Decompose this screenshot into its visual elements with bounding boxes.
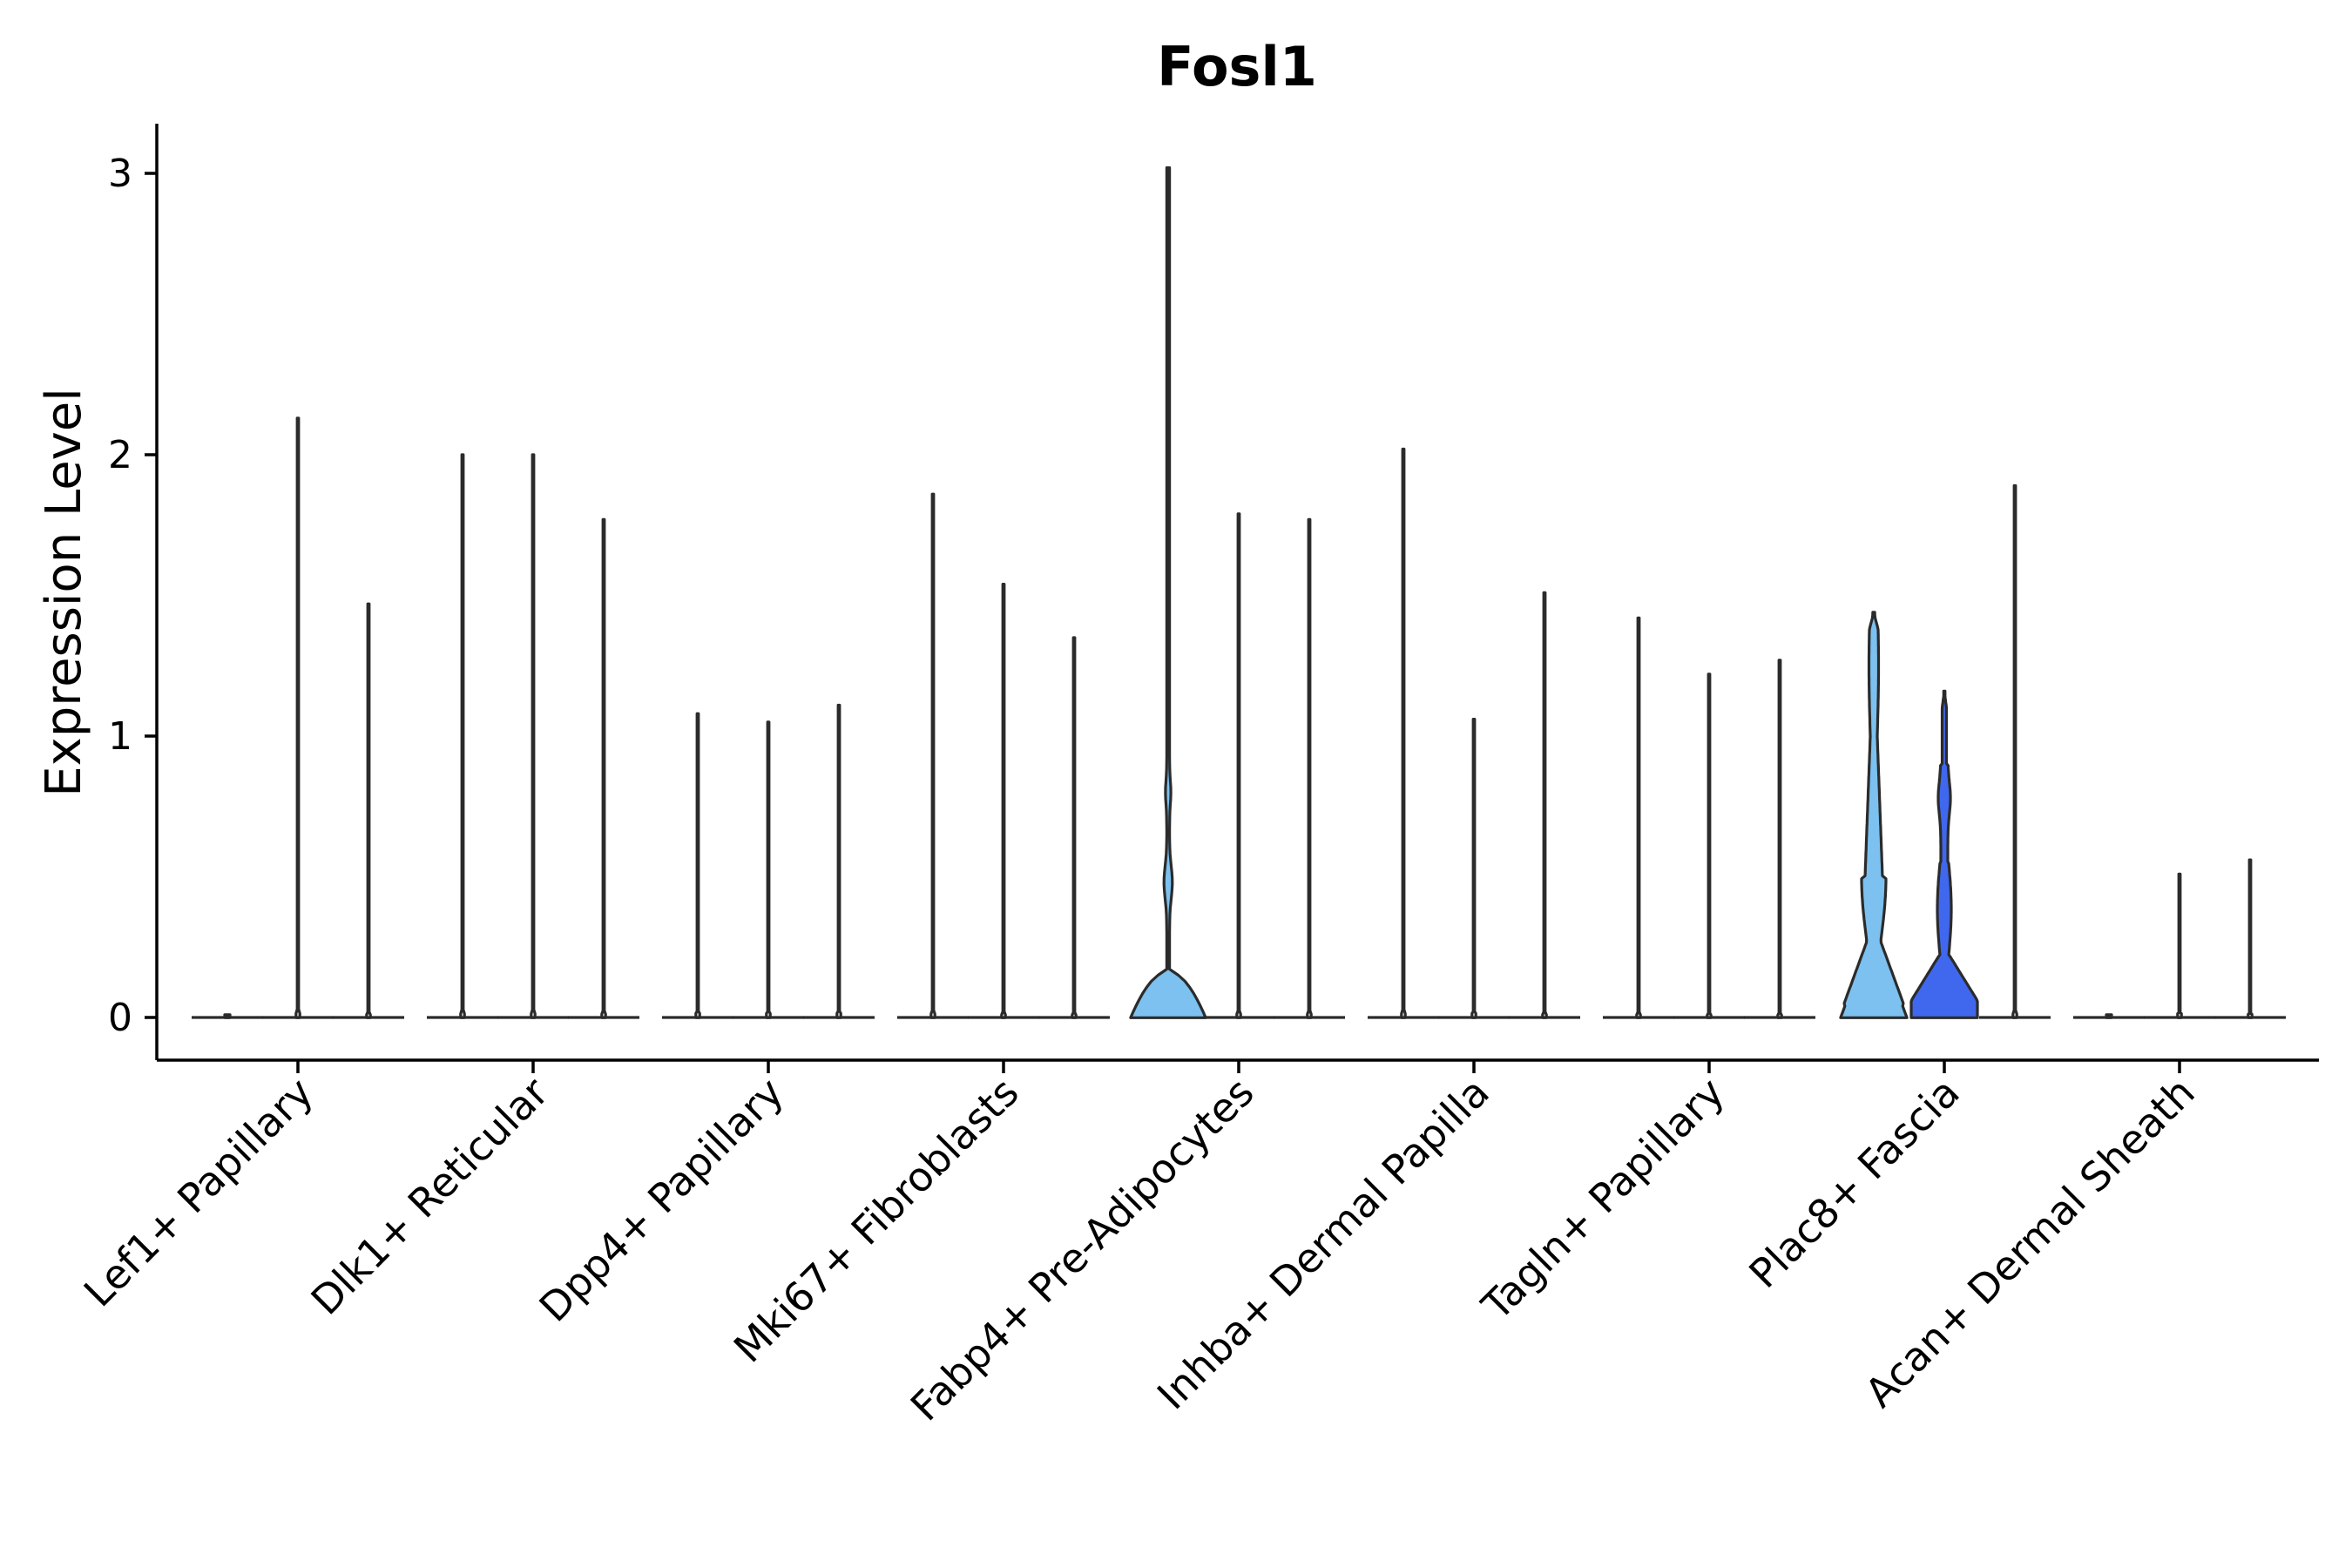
violins-layer bbox=[192, 166, 2286, 1019]
violin-0-2 bbox=[333, 602, 404, 1019]
violin-1-4 bbox=[497, 453, 569, 1019]
y-axis-label: Expression Level bbox=[36, 388, 92, 797]
violin-2-7 bbox=[733, 720, 804, 1019]
violin-5-16 bbox=[1438, 718, 1510, 1019]
violin-5-17 bbox=[1509, 591, 1580, 1019]
violin-3-11 bbox=[1038, 636, 1110, 1019]
violin-6-20 bbox=[1744, 659, 1815, 1019]
y-tick-label-1: 1 bbox=[108, 714, 132, 759]
violin-3-10 bbox=[968, 583, 1039, 1019]
violin-6-18 bbox=[1603, 616, 1674, 1019]
violin-4-12 bbox=[1129, 166, 1207, 1019]
y-tick-label-2: 2 bbox=[108, 433, 132, 477]
violin-4-14 bbox=[1274, 517, 1345, 1019]
y-tick-label-0: 0 bbox=[108, 996, 132, 1040]
violin-8-26 bbox=[2214, 858, 2286, 1019]
violin-0-0 bbox=[192, 1013, 263, 1019]
chart-title: Fosl1 bbox=[1157, 35, 1317, 98]
violin-7-22 bbox=[1909, 689, 1979, 1019]
violin-1-5 bbox=[568, 517, 639, 1019]
violin-5-15 bbox=[1368, 447, 1439, 1019]
violin-4-13 bbox=[1203, 512, 1274, 1019]
violin-0-1 bbox=[262, 416, 334, 1019]
y-tick-label-3: 3 bbox=[108, 152, 132, 196]
violin-2-8 bbox=[803, 703, 875, 1019]
violin-2-6 bbox=[662, 712, 733, 1019]
violin-7-23 bbox=[1979, 483, 2051, 1019]
violin-3-9 bbox=[897, 492, 969, 1019]
violin-7-21 bbox=[1839, 611, 1909, 1019]
violin-6-19 bbox=[1673, 672, 1745, 1019]
violin-1-3 bbox=[427, 453, 498, 1019]
violin-8-25 bbox=[2144, 872, 2215, 1019]
violin-8-24 bbox=[2073, 1013, 2145, 1019]
